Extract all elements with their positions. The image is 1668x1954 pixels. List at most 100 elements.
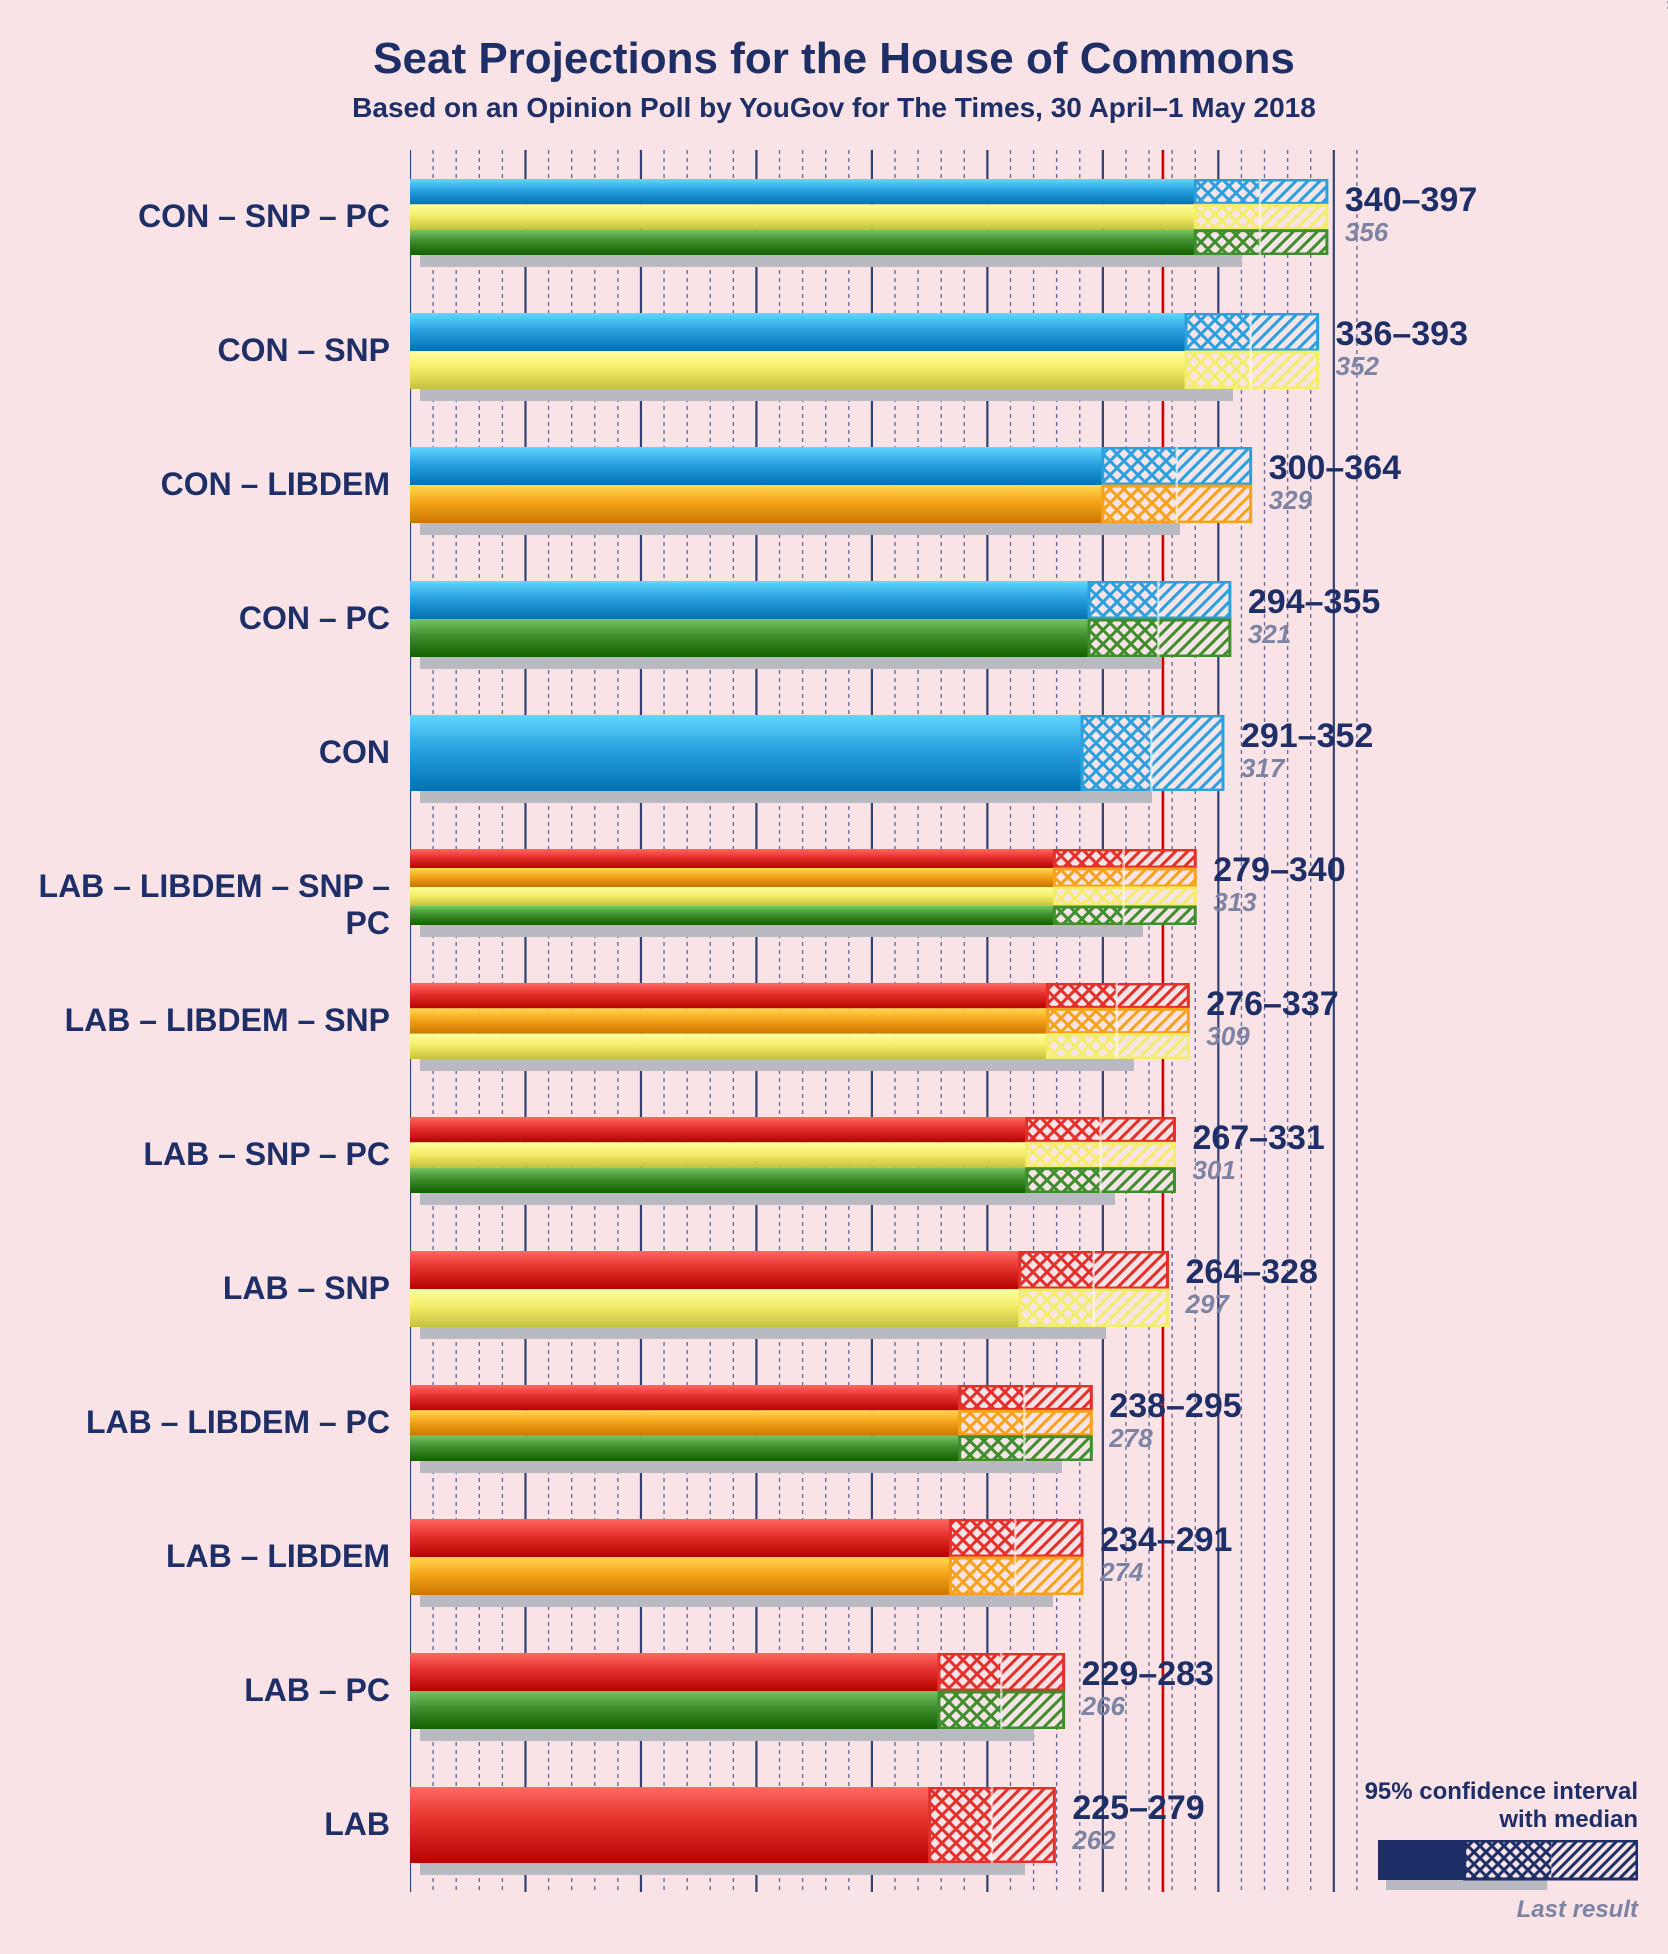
- projection-bar: [410, 447, 1259, 523]
- last-result-bar: [420, 1059, 1134, 1071]
- coalition-row: CON – SNP – PC 340–397356: [0, 150, 1668, 284]
- chart-subtitle: Based on an Opinion Poll by YouGov for T…: [0, 92, 1668, 124]
- projection-bar: [410, 1653, 1072, 1729]
- last-result-value: 321: [1248, 619, 1380, 650]
- chart-title: Seat Projections for the House of Common…: [0, 34, 1668, 84]
- coalition-row: CON – LIBDEM 300–364329: [0, 418, 1668, 552]
- projection-bar: [410, 1787, 1062, 1863]
- projection-bar: [410, 983, 1196, 1059]
- coalition-row: LAB – LIBDEM 234–291274: [0, 1490, 1668, 1624]
- row-values: 229–283266: [1082, 1657, 1214, 1722]
- last-result-value: 309: [1206, 1021, 1338, 1052]
- ci-range: 264–328: [1186, 1255, 1318, 1289]
- last-result-bar: [420, 389, 1233, 401]
- last-result-bar: [420, 791, 1152, 803]
- row-values: 294–355321: [1248, 585, 1380, 650]
- last-result-value: 297: [1186, 1289, 1318, 1320]
- coalition-label: LAB – LIBDEM – PC: [0, 1404, 390, 1441]
- projection-bar: [410, 313, 1326, 389]
- coalition-label: LAB – PC: [0, 1672, 390, 1709]
- last-result-bar: [420, 925, 1143, 937]
- legend-swatch: [1338, 1840, 1638, 1894]
- last-result-value: 301: [1192, 1155, 1324, 1186]
- ci-range: 279–340: [1213, 853, 1345, 887]
- coalition-row: LAB – LIBDEM – SNP 276–337309: [0, 954, 1668, 1088]
- row-values: 300–364329: [1269, 451, 1401, 516]
- coalition-label: LAB – LIBDEM – SNP: [0, 1002, 390, 1039]
- row-values: 238–295278: [1109, 1389, 1241, 1454]
- coalition-label: CON – SNP – PC: [0, 198, 390, 235]
- chart-plot-area: CON – SNP – PC 340–397356 CON – SNP 336–393…: [0, 150, 1668, 1892]
- row-values: 225–279262: [1072, 1791, 1204, 1856]
- projection-bar: [410, 715, 1231, 791]
- row-values: 336–393352: [1336, 317, 1468, 382]
- ci-range: 300–364: [1269, 451, 1401, 485]
- row-values: 234–291274: [1100, 1523, 1232, 1588]
- row-values: 276–337309: [1206, 987, 1338, 1052]
- last-result-bar: [420, 1595, 1053, 1607]
- ci-range: 340–397: [1345, 183, 1477, 217]
- last-result-bar: [420, 1729, 1034, 1741]
- projection-bar: [410, 1251, 1176, 1327]
- projection-bar: [410, 849, 1203, 925]
- last-result-value: 262: [1072, 1825, 1204, 1856]
- ci-range: 336–393: [1336, 317, 1468, 351]
- last-result-value: 352: [1336, 351, 1468, 382]
- coalition-label: CON – SNP: [0, 332, 390, 369]
- ci-range: 238–295: [1109, 1389, 1241, 1423]
- row-values: 291–352317: [1241, 719, 1373, 784]
- coalition-row: CON – SNP 336–393352: [0, 284, 1668, 418]
- row-values: 279–340313: [1213, 853, 1345, 918]
- coalition-row: LAB – SNP – PC 267–331301: [0, 1088, 1668, 1222]
- projection-bar: [410, 1385, 1099, 1461]
- ci-range: 229–283: [1082, 1657, 1214, 1691]
- legend: 95% confidence interval with median Last…: [1338, 1778, 1638, 1924]
- last-result-value: 356: [1345, 217, 1477, 248]
- copyright-text: © 2018 Filip van Laenen: [1662, 0, 1668, 10]
- last-result-value: 266: [1082, 1691, 1214, 1722]
- coalition-row: LAB – PC 229–283266: [0, 1624, 1668, 1758]
- last-result-bar: [420, 657, 1161, 669]
- last-result-bar: [420, 255, 1242, 267]
- last-result-bar: [420, 1193, 1115, 1205]
- row-values: 264–328297: [1186, 1255, 1318, 1320]
- last-result-value: 274: [1100, 1557, 1232, 1588]
- projection-bar: [410, 179, 1335, 255]
- last-result-value: 313: [1213, 887, 1345, 918]
- coalition-label: LAB – LIBDEM – SNP – PC: [0, 868, 390, 942]
- projection-bar: [410, 581, 1238, 657]
- coalition-row: LAB – SNP 264–328297: [0, 1222, 1668, 1356]
- coalition-row: LAB – LIBDEM – SNP – PC 279–340313: [0, 820, 1668, 954]
- ci-range: 225–279: [1072, 1791, 1204, 1825]
- coalition-label: LAB – LIBDEM: [0, 1538, 390, 1575]
- row-values: 267–331301: [1192, 1121, 1324, 1186]
- projection-bar: [410, 1117, 1182, 1193]
- coalition-label: CON: [0, 734, 390, 771]
- last-result-bar: [420, 1863, 1025, 1875]
- last-result-bar: [420, 523, 1180, 535]
- ci-range: 234–291: [1100, 1523, 1232, 1557]
- coalition-label: LAB: [0, 1806, 390, 1843]
- coalition-label: LAB – SNP: [0, 1270, 390, 1307]
- coalition-row: CON 291–352317: [0, 686, 1668, 820]
- ci-range: 267–331: [1192, 1121, 1324, 1155]
- ci-range: 276–337: [1206, 987, 1338, 1021]
- coalition-row: CON – PC 294–355321: [0, 552, 1668, 686]
- row-values: 340–397356: [1345, 183, 1477, 248]
- last-result-value: 278: [1109, 1423, 1241, 1454]
- coalition-label: CON – LIBDEM: [0, 466, 390, 503]
- coalition-label: CON – PC: [0, 600, 390, 637]
- legend-ci-line1: 95% confidence interval: [1338, 1778, 1638, 1806]
- ci-range: 294–355: [1248, 585, 1380, 619]
- coalition-label: LAB – SNP – PC: [0, 1136, 390, 1173]
- legend-ci-line2: with median: [1338, 1806, 1638, 1834]
- projection-bar: [410, 1519, 1090, 1595]
- last-result-bar: [420, 1327, 1106, 1339]
- chart-canvas: Seat Projections for the House of Common…: [0, 0, 1668, 1954]
- last-result-value: 317: [1241, 753, 1373, 784]
- last-result-bar: [420, 1461, 1062, 1473]
- coalition-row: LAB – LIBDEM – PC 238–295278: [0, 1356, 1668, 1490]
- ci-range: 291–352: [1241, 719, 1373, 753]
- legend-prev-label: Last result: [1338, 1896, 1638, 1924]
- last-result-value: 329: [1269, 485, 1401, 516]
